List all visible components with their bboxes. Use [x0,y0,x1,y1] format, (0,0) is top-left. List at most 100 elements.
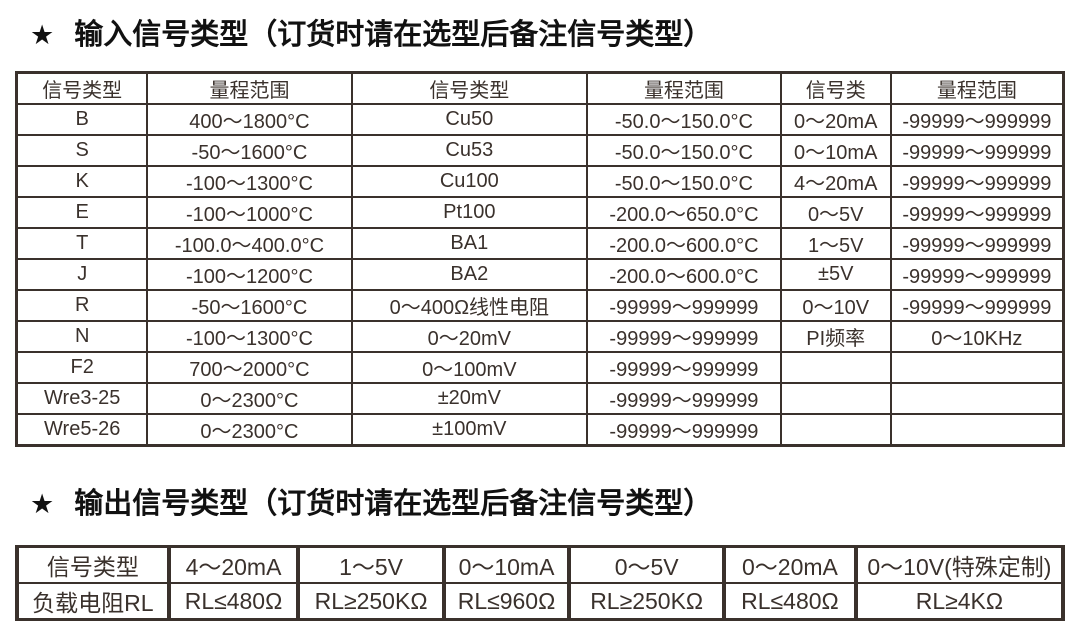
table-row: N -100～1300°C 0～20mV -99999～999999 PI频率 … [15,320,1065,353]
table-row: T -100.0～400.0°C BA1 -200.0～600.0°C 1～5V… [15,227,1065,260]
input-signal-table: 信号类型 量程范围 信号类型 量程范围 信号类 量程范围 B 400～1800°… [15,71,1065,447]
table-cell: -99999～999999 [586,289,782,322]
table-row: R -50～1600°C 0～400Ω线性电阻 -99999～999999 0～… [15,289,1065,322]
table-cell: -99999～999999 [889,258,1065,291]
table-cell: 0～20mV [350,320,589,353]
table-cell: -100～1000°C [146,196,353,229]
table-cell: 0～10mA [779,134,892,167]
column-header: 信号类型 [15,71,149,105]
table-cell: 1～5V [779,227,892,260]
table-row: S -50～1600°C Cu53 -50.0～150.0°C 0～10mA -… [15,134,1065,167]
table-cell: -99999～999999 [889,165,1065,198]
table-cell: -99999～999999 [586,351,782,384]
table-cell: -100～1300°C [146,165,353,198]
table-cell: -50.0～150.0°C [586,103,782,136]
table-cell: 0～10V [779,289,892,322]
table-row: E -100～1000°C Pt100 -200.0～650.0°C 0～5V … [15,196,1065,229]
table-cell: -200.0～600.0°C [586,227,782,260]
input-section-title: ★ 输入信号类型（订货时请在选型后备注信号类型） [30,14,1080,56]
table-cell: 0～10V(特殊定制) [853,545,1066,584]
table-cell: N [15,320,149,353]
table-cell [779,351,892,384]
table-cell: RL≤480Ω [166,582,301,621]
table-cell: -50.0～150.0°C [586,165,782,198]
load-resistance-row: 负载电阻RL RL≤480Ω RL≥250KΩ RL≤960Ω RL≥250KΩ… [15,582,1066,621]
table-row: B 400～1800°C Cu50 -50.0～150.0°C 0～20mA -… [15,103,1065,136]
table-cell: RL≤960Ω [441,582,572,621]
table-cell: -99999～999999 [889,227,1065,260]
star-icon: ★ [30,20,55,50]
table-cell: -50～1600°C [146,134,353,167]
table-cell [889,382,1065,415]
signal-type-row: 信号类型 4～20mA 1～5V 0～10mA 0～5V 0～20mA 0～10… [15,545,1066,584]
table-cell: 0～2300°C [146,413,353,447]
table-cell: -200.0～650.0°C [586,196,782,229]
table-cell: ±20mV [350,382,589,415]
table-cell: F2 [15,351,149,384]
table-cell: 0～2300°C [146,382,353,415]
table-cell: 700～2000°C [146,351,353,384]
table-cell: -100.0～400.0°C [146,227,353,260]
table-cell: 0～5V [567,545,727,584]
table-cell: -99999～999999 [889,196,1065,229]
table-cell: -99999～999999 [889,134,1065,167]
column-header: 信号类 [779,71,892,105]
table-cell: 0～20mA [722,545,858,584]
table-cell: ±100mV [350,413,589,447]
table-cell: BA1 [350,227,589,260]
table-cell: -99999～999999 [889,289,1065,322]
table-cell: RL≥250KΩ [567,582,727,621]
table-cell: 4～20mA [166,545,301,584]
table-cell [889,413,1065,447]
table-cell: R [15,289,149,322]
table-cell: 0～100mV [350,351,589,384]
table-cell [779,382,892,415]
table-cell: RL≥4KΩ [853,582,1066,621]
table-cell: B [15,103,149,136]
table-cell: E [15,196,149,229]
table-cell: K [15,165,149,198]
table-cell: J [15,258,149,291]
table-cell: -50.0～150.0°C [586,134,782,167]
column-header: 量程范围 [146,71,353,105]
table-row: J -100～1200°C BA2 -200.0～600.0°C ±5V -99… [15,258,1065,291]
output-section-title-text: 输出信号类型（订货时请在选型后备注信号类型） [74,488,713,520]
table-cell: S [15,134,149,167]
table-cell: Cu50 [350,103,589,136]
table-cell: Pt100 [350,196,589,229]
table-header-row: 信号类型 量程范围 信号类型 量程范围 信号类 量程范围 [15,71,1065,105]
table-cell: T [15,227,149,260]
table-row: Wre3-25 0～2300°C ±20mV -99999～999999 [15,382,1065,415]
table-cell: 0～20mA [779,103,892,136]
table-cell: -99999～999999 [586,382,782,415]
table-row: F2 700～2000°C 0～100mV -99999～999999 [15,351,1065,384]
table-cell: RL≤480Ω [722,582,858,621]
table-cell: -200.0～600.0°C [586,258,782,291]
input-section-title-text: 输入信号类型（订货时请在选型后备注信号类型） [74,19,713,51]
column-header: 量程范围 [889,71,1065,105]
table-cell: PI频率 [779,320,892,353]
table-cell: 0～5V [779,196,892,229]
table-cell: -100～1200°C [146,258,353,291]
table-cell: ±5V [779,258,892,291]
table-cell: 信号类型 [15,545,171,584]
output-section-title: ★ 输出信号类型（订货时请在选型后备注信号类型） [30,483,1080,525]
table-cell: 负载电阻RL [15,582,171,621]
table-cell: -99999～999999 [586,320,782,353]
table-row: K -100～1300°C Cu100 -50.0～150.0°C 4～20mA… [15,165,1065,198]
table-cell: Wre3-25 [15,382,149,415]
table-cell: Cu100 [350,165,589,198]
column-header: 量程范围 [586,71,782,105]
table-cell: Cu53 [350,134,589,167]
table-cell [779,413,892,447]
output-signal-table: 信号类型 4～20mA 1～5V 0～10mA 0～5V 0～20mA 0～10… [15,545,1066,621]
table-cell: 1～5V [296,545,446,584]
table-cell: 0～10mA [441,545,572,584]
table-cell [889,351,1065,384]
table-cell: 0～10KHz [889,320,1065,353]
column-header: 信号类型 [350,71,589,105]
table-cell: -50～1600°C [146,289,353,322]
star-icon: ★ [30,489,55,519]
table-cell: 400～1800°C [146,103,353,136]
